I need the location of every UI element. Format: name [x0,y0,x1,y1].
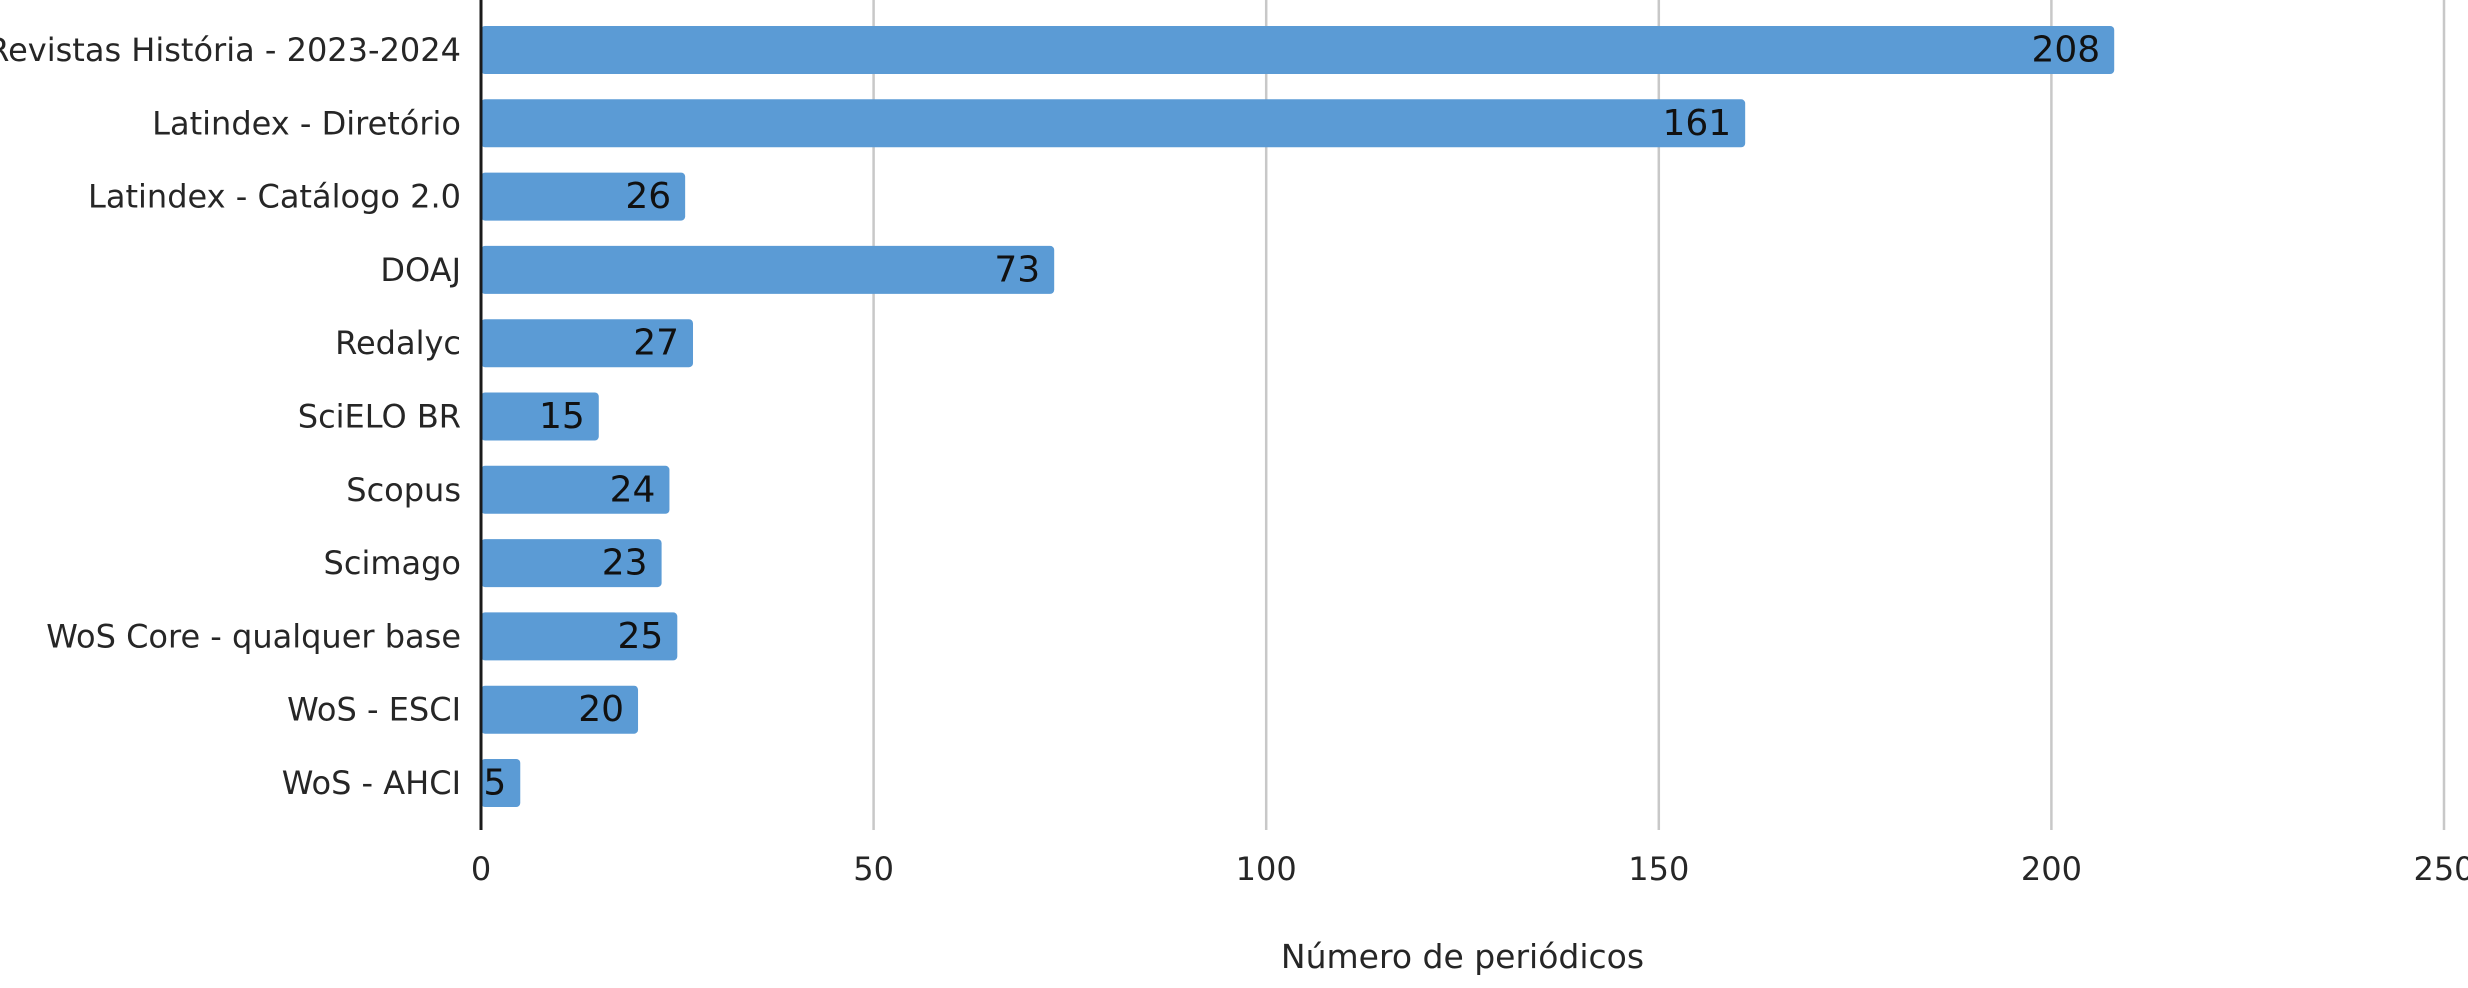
bar [481,539,662,588]
data-label: 27 [633,323,679,364]
bar [481,99,1746,148]
x-tick-label: 0 [471,850,491,888]
category-label: Latindex - Diretório [152,104,461,142]
x-tick-label: 50 [853,850,894,888]
bar [481,26,2115,74]
data-label: 73 [994,249,1040,290]
data-label: 24 [610,469,656,510]
bar [481,465,670,514]
x-tick-label: 250 [2413,850,2468,888]
data-label: 161 [1662,103,1731,144]
x-axis-title: Número de periódicos [1281,937,1644,976]
labels: 0 50 100 150 200 250 Revistas História - 2023-… [0,30,2468,889]
bar [481,172,686,221]
x-tick-label: 100 [1236,850,1297,888]
bar [481,245,1055,294]
data-label: 25 [617,616,663,657]
data-label: 23 [602,543,648,584]
data-label: 5 [483,763,506,804]
category-label: WoS - AHCI [282,764,461,802]
bar [481,319,694,368]
x-tick-label: 200 [2021,850,2082,888]
data-label: 26 [625,176,671,217]
bar [481,685,639,734]
data-label: 15 [539,396,585,437]
category-label: Scopus [346,471,461,509]
category-label: Latindex - Catálogo 2.0 [88,178,461,216]
category-label: Revistas História - 2023-2024 [0,31,461,69]
data-label: 20 [578,689,624,730]
category-label: DOAJ [380,251,461,289]
bar [481,612,678,661]
x-tick-label: 150 [1628,850,1689,888]
bar [481,759,521,807]
category-label: WoS Core - qualquer base [46,617,461,655]
category-label: WoS - ESCI [287,691,461,729]
bar [481,392,599,441]
data-label: 208 [2031,30,2100,71]
category-label: Redalyc [335,324,461,362]
category-label: Scimago [324,544,461,582]
category-label: SciELO BR [298,398,461,436]
bars [481,26,2115,807]
